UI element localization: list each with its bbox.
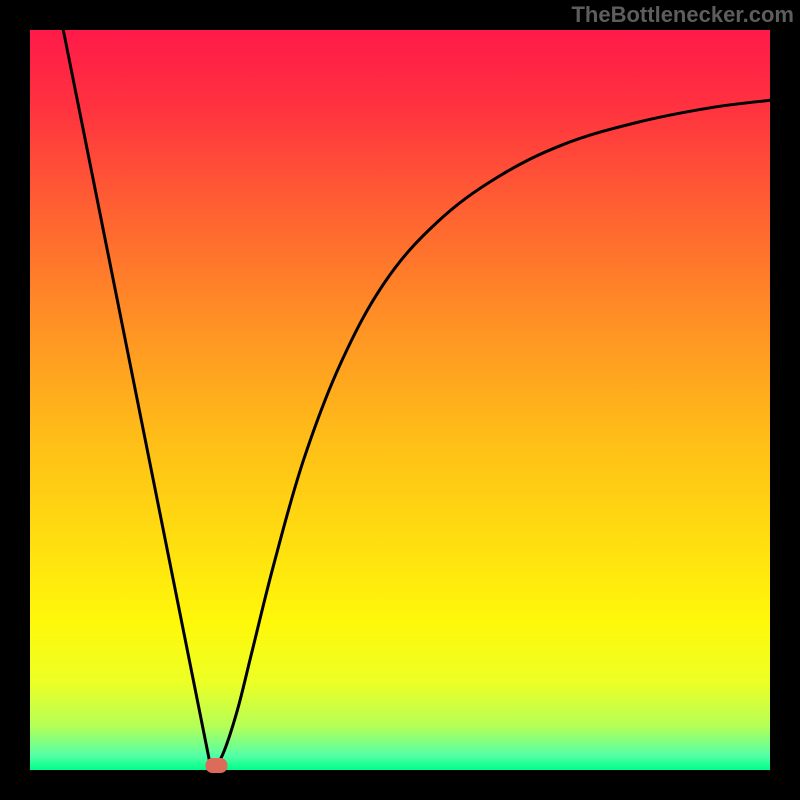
- attribution-text: TheBottlenecker.com: [571, 2, 794, 28]
- plot-background-gradient: [30, 30, 770, 770]
- optimal-marker: [205, 758, 227, 773]
- bottleneck-chart: [0, 0, 800, 800]
